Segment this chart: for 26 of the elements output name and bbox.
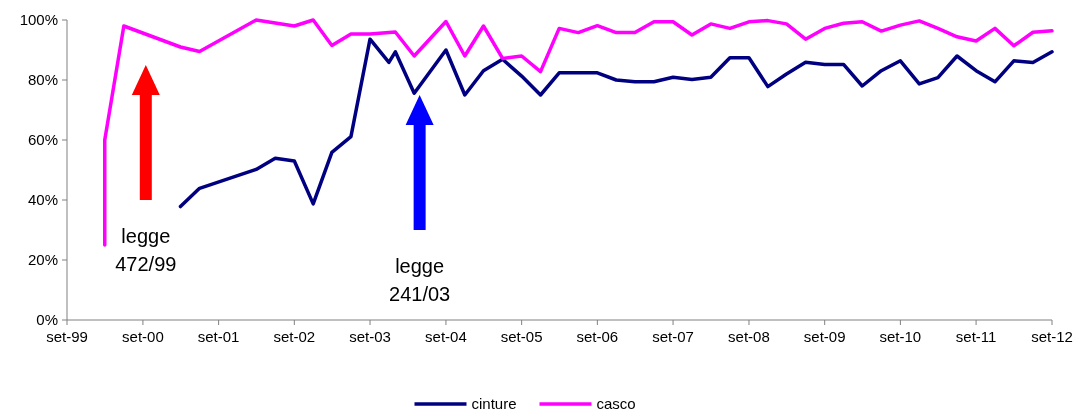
legend-label: cinture bbox=[471, 395, 517, 413]
y-tick-label: 60% bbox=[27, 131, 58, 149]
line-series bbox=[103, 18, 1054, 247]
y-tick-label: 100% bbox=[19, 11, 58, 29]
y-tick-label: 0% bbox=[36, 311, 58, 329]
y-tick-label: 80% bbox=[27, 71, 58, 89]
line-series bbox=[178, 37, 1054, 209]
annotation: legge 472/99 bbox=[115, 225, 177, 275]
x-tick-label: set-03 bbox=[349, 328, 391, 345]
x-tick-label: set-07 bbox=[652, 328, 694, 345]
y-tick-label: 40% bbox=[27, 191, 58, 209]
x-tick-label: set-11 bbox=[955, 328, 997, 345]
x-tick-label: set-04 bbox=[425, 328, 467, 345]
x-tick-label: set-06 bbox=[576, 328, 619, 345]
x-tick-label: set-12 bbox=[1031, 328, 1073, 345]
x-tick-label: set-05 bbox=[500, 328, 543, 345]
x-tick-label: set-02 bbox=[273, 328, 316, 345]
x-tick-label: set-10 bbox=[879, 328, 922, 345]
x-tick-label: set-08 bbox=[728, 328, 770, 345]
x-tick-label: set-09 bbox=[803, 328, 846, 345]
x-tick-label: set-99 bbox=[46, 328, 88, 345]
y-tick-label: 20% bbox=[27, 251, 58, 269]
legend-label: casco bbox=[596, 395, 636, 413]
x-tick-label: set-01 bbox=[197, 328, 240, 345]
x-tick-label: set-00 bbox=[122, 328, 164, 345]
annotation: legge 241/03 bbox=[389, 255, 451, 305]
